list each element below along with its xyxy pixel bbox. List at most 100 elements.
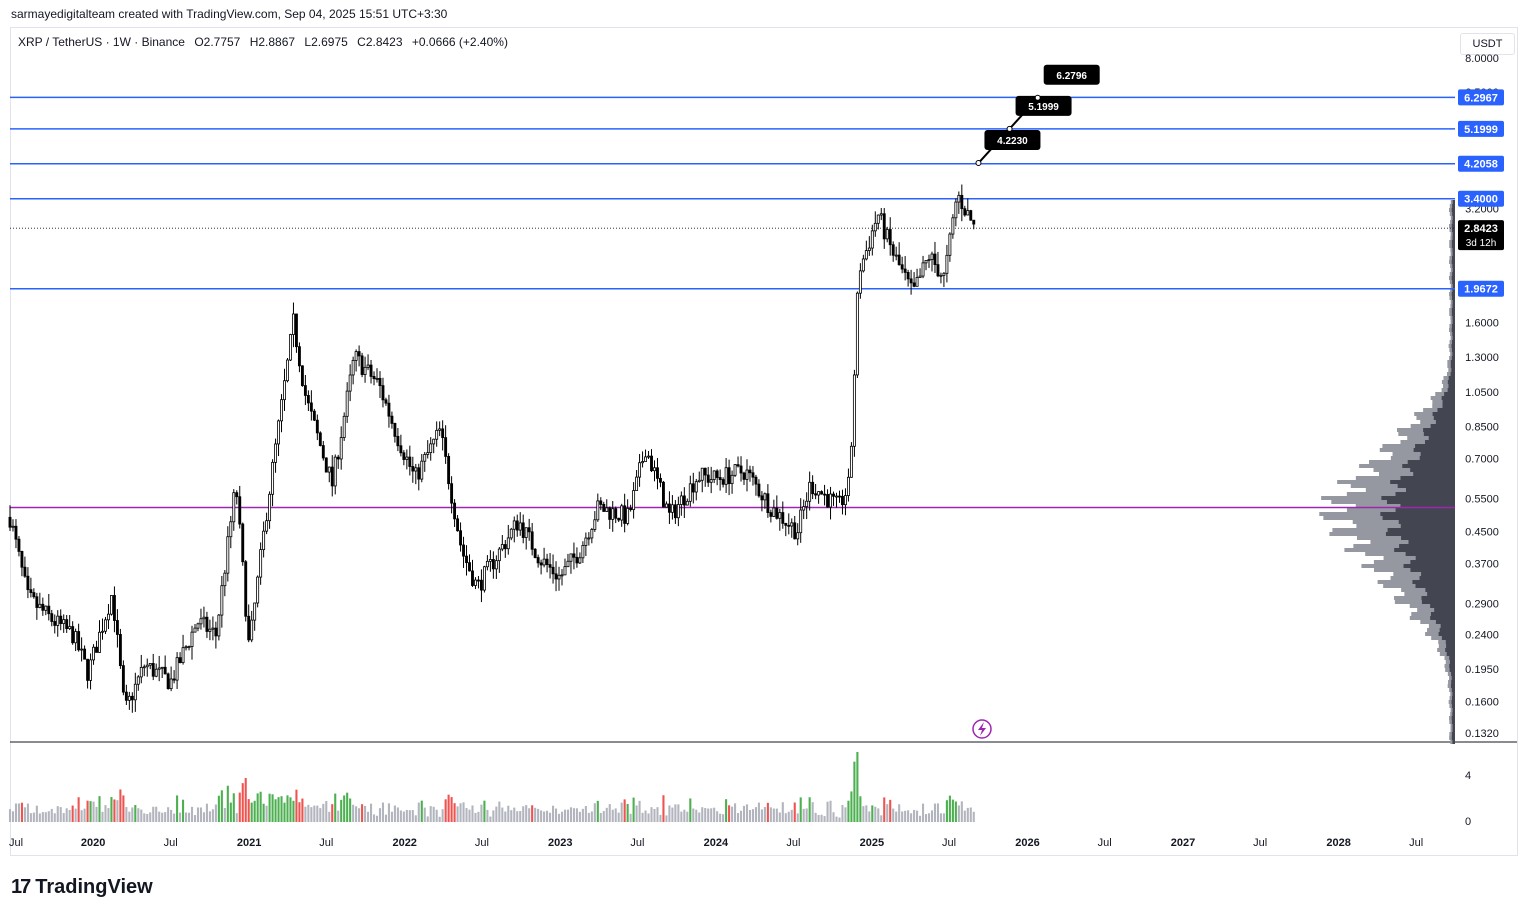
volume-bar xyxy=(262,803,265,822)
projection-label: 4.2230 xyxy=(997,136,1028,147)
candle-body xyxy=(903,268,907,273)
y-axis-tick-label: 1.3000 xyxy=(1465,352,1499,364)
tradingview-logo[interactable]: 17 TradingView xyxy=(11,876,153,899)
volume-bar xyxy=(856,752,859,822)
volume-profile-bar xyxy=(1452,216,1455,220)
candle-body xyxy=(739,465,743,474)
candle-body xyxy=(357,351,361,357)
candle-body xyxy=(274,443,278,463)
volume-bar xyxy=(59,807,62,822)
candle-body xyxy=(336,456,340,460)
volume-profile-bar xyxy=(1430,616,1455,620)
volume-bar xyxy=(23,807,26,822)
volume-bar xyxy=(11,811,15,822)
candle-body xyxy=(148,663,152,666)
volume-bar xyxy=(459,803,462,822)
volume-bar xyxy=(602,811,605,822)
volume-profile-bar xyxy=(1410,568,1455,572)
volume-bar xyxy=(32,812,35,822)
candle-body xyxy=(315,419,319,434)
volume-bar xyxy=(441,809,444,822)
volume-bar xyxy=(205,803,208,822)
candle-body xyxy=(778,512,782,519)
candle-body xyxy=(133,683,137,701)
candle-body xyxy=(521,522,525,538)
candle-body xyxy=(479,579,483,591)
candle-body xyxy=(924,259,928,264)
volume-profile-bar xyxy=(1400,476,1455,480)
volume-bar xyxy=(292,800,295,822)
volume-profile-bar xyxy=(1452,272,1455,276)
volume-profile-bar xyxy=(1427,592,1455,596)
volume-bar xyxy=(808,797,811,822)
volume-bar xyxy=(799,797,802,822)
candle-body xyxy=(515,520,519,531)
volume-bar xyxy=(895,811,898,822)
candle-body xyxy=(393,422,397,437)
volume-bar xyxy=(250,802,253,822)
candle-body xyxy=(972,219,976,225)
volume-bar xyxy=(384,814,388,822)
volume-bar xyxy=(131,807,134,822)
volume-bar xyxy=(537,808,540,822)
bar-countdown-label: 3d 12h xyxy=(1466,238,1497,249)
volume-profile-bar xyxy=(1397,484,1455,488)
volume-bar xyxy=(173,813,176,822)
candle-body xyxy=(324,457,328,473)
candle-body xyxy=(703,467,707,476)
volume-bar xyxy=(396,807,399,822)
volume-bar xyxy=(775,808,778,822)
volume-bar xyxy=(692,808,695,822)
volume-bar xyxy=(939,813,942,822)
volume-bar xyxy=(426,816,429,822)
volume-bar xyxy=(596,800,599,822)
volume-bar xyxy=(868,811,871,822)
volume-bar xyxy=(886,804,889,822)
candle-body xyxy=(92,646,95,661)
x-axis-tick-label: Jul xyxy=(942,837,956,849)
volume-profile-bar xyxy=(1452,320,1455,324)
candle-body xyxy=(471,570,474,586)
candle-body xyxy=(590,529,594,539)
candle-body xyxy=(572,553,576,558)
candle-body xyxy=(83,648,87,660)
volume-bar xyxy=(963,810,966,822)
candle-body xyxy=(426,452,430,455)
volume-bar xyxy=(26,803,29,822)
volume-bar xyxy=(853,761,856,822)
candle-body xyxy=(190,631,194,647)
candle-body xyxy=(145,664,149,668)
volume-profile-bar xyxy=(1415,556,1455,560)
candle-body xyxy=(635,476,639,491)
volume-bar xyxy=(913,809,916,822)
volume-profile-bar xyxy=(1451,240,1455,244)
volume-bar xyxy=(778,812,781,822)
volume-bar xyxy=(223,808,226,822)
volume-bar xyxy=(247,799,250,822)
candle-body xyxy=(542,558,546,566)
x-axis-tick-label: 2024 xyxy=(704,837,729,849)
candle-body xyxy=(372,376,376,380)
candle-body xyxy=(667,503,671,513)
candle-body xyxy=(793,522,797,540)
volume-profile-bar xyxy=(1423,428,1455,432)
candle-body xyxy=(47,605,51,615)
volume-bar xyxy=(456,806,459,822)
candle-body xyxy=(939,274,943,277)
candle-body xyxy=(638,462,642,478)
x-axis-tick-label: Jul xyxy=(1409,837,1423,849)
volume-bar xyxy=(367,811,370,822)
current-price-label-box xyxy=(1458,220,1504,251)
volume-bar xyxy=(98,796,101,822)
volume-bar xyxy=(307,804,310,822)
candle-body xyxy=(826,494,829,508)
candle-body xyxy=(354,351,358,361)
volume-bar xyxy=(68,809,71,822)
x-axis-tick-label: Jul xyxy=(786,837,800,849)
volume-bar xyxy=(835,816,838,822)
symbol-name[interactable]: XRP / TetherUS · 1W · Binance xyxy=(18,35,185,49)
volume-bar xyxy=(772,808,775,822)
currency-selector[interactable]: USDT xyxy=(1460,33,1515,55)
volume-profile-bar xyxy=(1400,504,1455,508)
